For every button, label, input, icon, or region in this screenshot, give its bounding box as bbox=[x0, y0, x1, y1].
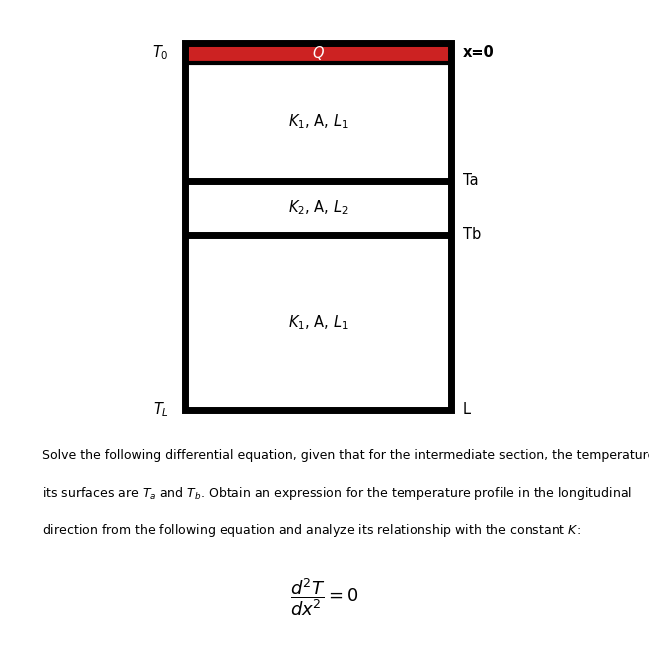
Text: L: L bbox=[463, 403, 471, 417]
Text: $\dfrac{d^2T}{dx^2} = 0$: $\dfrac{d^2T}{dx^2} = 0$ bbox=[290, 576, 359, 618]
Text: $T_0$: $T_0$ bbox=[152, 43, 169, 62]
Bar bbox=[185, 181, 451, 235]
Bar bbox=[185, 43, 451, 63]
Text: x=0: x=0 bbox=[463, 45, 495, 60]
Text: $T_L$: $T_L$ bbox=[153, 401, 169, 419]
Text: $Q$: $Q$ bbox=[312, 44, 324, 62]
Bar bbox=[185, 43, 451, 410]
Text: $K_1$, A, $L_1$: $K_1$, A, $L_1$ bbox=[288, 113, 349, 131]
Text: $K_1$, A, $L_1$: $K_1$, A, $L_1$ bbox=[288, 313, 349, 332]
Text: its surfaces are $T_a$ and $T_b$. Obtain an expression for the temperature profi: its surfaces are $T_a$ and $T_b$. Obtain… bbox=[42, 485, 632, 502]
Text: direction from the following equation and analyze its relationship with the cons: direction from the following equation an… bbox=[42, 522, 581, 539]
Text: Ta: Ta bbox=[463, 173, 478, 188]
Bar bbox=[185, 63, 451, 181]
Text: Tb: Tb bbox=[463, 227, 481, 242]
Bar bbox=[185, 292, 451, 410]
Text: $K_2$, A, $L_2$: $K_2$, A, $L_2$ bbox=[288, 198, 349, 217]
Text: Solve the following differential equation, given that for the intermediate secti: Solve the following differential equatio… bbox=[42, 449, 649, 462]
